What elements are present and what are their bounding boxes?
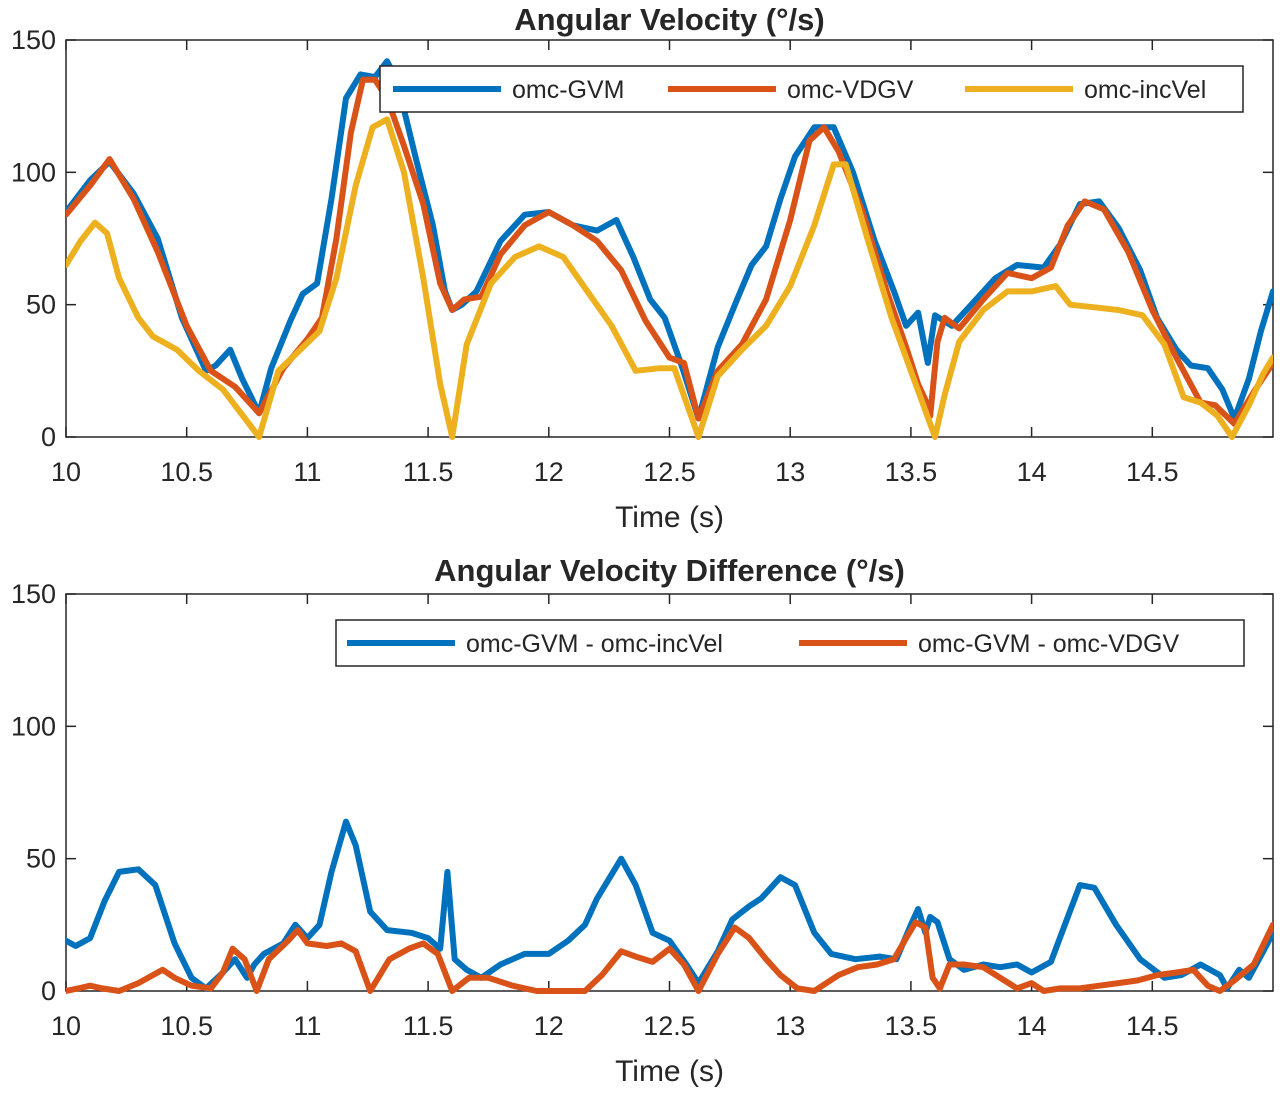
x-axis-label: Time (s) bbox=[615, 501, 724, 534]
x-axis-label: Time (s) bbox=[615, 1055, 724, 1088]
x-tick-label: 13.5 bbox=[885, 1011, 938, 1041]
y-tick-label: 100 bbox=[11, 157, 56, 187]
series-line-omc-gvm-omc-vdgv bbox=[66, 919, 1273, 994]
chart-title: Angular Velocity Difference (°/s) bbox=[434, 553, 905, 588]
legend-box bbox=[335, 619, 1245, 667]
y-tick-label: 150 bbox=[11, 579, 56, 609]
x-tick-label: 14 bbox=[1017, 457, 1047, 487]
y-tick-label: 100 bbox=[11, 711, 56, 741]
legend-box bbox=[379, 65, 1244, 113]
series-line-omc-incvel bbox=[66, 116, 1273, 440]
x-tick-label: 11 bbox=[293, 457, 321, 487]
x-tick-label: 14.5 bbox=[1126, 457, 1179, 487]
y-tick-label: 50 bbox=[26, 844, 56, 874]
angular-velocity-difference-chart: Angular Velocity Difference (°/s) 10 10.5 1… bbox=[11, 553, 1274, 1088]
x-tick-label: 12 bbox=[534, 457, 564, 487]
y-tick-label: 50 bbox=[26, 290, 56, 320]
legend: omc-GVM omc-VDGV omc-incVel bbox=[379, 65, 1244, 113]
x-tick-label: 10 bbox=[51, 1011, 81, 1041]
legend-label: omc-GVM - omc-incVel bbox=[466, 630, 723, 658]
x-tick-label: 11 bbox=[293, 1011, 321, 1041]
y-tick-label: 150 bbox=[11, 25, 56, 55]
x-tick-label: 13.5 bbox=[885, 457, 938, 487]
legend-label: omc-incVel bbox=[1084, 76, 1206, 104]
x-tick-label: 14 bbox=[1017, 1011, 1047, 1041]
x-tick-label: 14.5 bbox=[1126, 1011, 1179, 1041]
x-tick-label: 11.5 bbox=[403, 1011, 454, 1041]
x-tick-label: 10.5 bbox=[160, 1011, 213, 1041]
x-tick-label: 13 bbox=[775, 457, 805, 487]
y-tick-label: 0 bbox=[41, 976, 56, 1006]
x-tick-label: 10.5 bbox=[160, 457, 213, 487]
x-tick-label: 10 bbox=[51, 457, 81, 487]
series-line-omc-gvm-omc-incvel bbox=[66, 818, 1273, 992]
x-tick-label: 12 bbox=[534, 1011, 564, 1041]
legend-label: omc-VDGV bbox=[787, 76, 914, 104]
x-tick-label: 11.5 bbox=[403, 457, 454, 487]
series-line-omc-vdgv bbox=[66, 76, 1273, 427]
x-tick-label: 12.5 bbox=[643, 1011, 696, 1041]
x-tick-label: 12.5 bbox=[643, 457, 696, 487]
angular-velocity-chart: Angular Velocity (°/s) 10 10.5 11 11.5 12 12.5… bbox=[11, 2, 1274, 534]
legend: omc-GVM - omc-incVel omc-GVM - omc-VDGV bbox=[335, 619, 1245, 667]
legend-label: omc-GVM - omc-VDGV bbox=[918, 630, 1179, 658]
chart-title: Angular Velocity (°/s) bbox=[514, 2, 824, 37]
x-tick-label: 13 bbox=[775, 1011, 805, 1041]
y-tick-label: 0 bbox=[41, 422, 56, 452]
legend-label: omc-GVM bbox=[512, 76, 625, 104]
